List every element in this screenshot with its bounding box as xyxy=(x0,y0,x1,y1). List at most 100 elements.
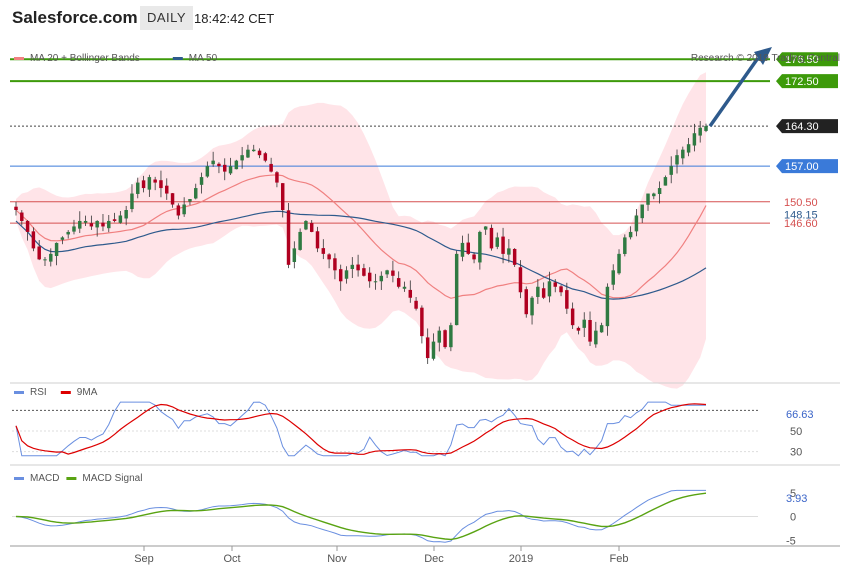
candle xyxy=(553,279,557,293)
candle xyxy=(286,203,291,269)
candle-body xyxy=(240,155,244,161)
candle xyxy=(385,269,389,278)
credit-text: Research © 2019 Trading Central xyxy=(691,53,840,64)
candle xyxy=(507,239,511,263)
candle-body xyxy=(66,231,70,235)
candle xyxy=(246,144,250,159)
time-tick-label: 2019 xyxy=(509,553,533,565)
candle xyxy=(396,271,401,289)
candle xyxy=(657,181,662,204)
candle-body xyxy=(605,286,610,327)
level-label-146.60: 146.60 xyxy=(784,218,818,230)
candle-body xyxy=(176,205,181,216)
candle-body xyxy=(663,177,668,186)
candle-body xyxy=(443,330,447,348)
candle xyxy=(321,239,326,260)
macd-line xyxy=(15,489,706,543)
macd-panel: -5 0 53.93 xyxy=(12,488,807,547)
candle xyxy=(89,215,94,230)
candle-body xyxy=(391,270,395,276)
candle-body xyxy=(652,193,656,197)
candle xyxy=(60,236,65,245)
price-legend-label: MA 50 xyxy=(189,53,218,64)
candle-body xyxy=(692,133,697,146)
candle xyxy=(518,260,523,299)
rsi-legend-swatch xyxy=(14,391,24,394)
candle xyxy=(623,234,627,257)
candle xyxy=(54,242,59,266)
candle xyxy=(176,203,181,220)
candle-body xyxy=(234,160,239,170)
candle xyxy=(565,282,569,314)
candle xyxy=(704,123,708,133)
candle-body xyxy=(657,188,662,194)
candle-body xyxy=(14,206,18,210)
candle-body xyxy=(628,231,633,238)
candle xyxy=(646,193,650,211)
candle-body xyxy=(437,330,442,343)
ma20-line xyxy=(15,174,707,299)
level-label-172.50: 172.50 xyxy=(785,76,819,88)
candle xyxy=(159,170,163,198)
candle-body xyxy=(553,282,557,287)
candle xyxy=(130,184,134,213)
candle-body xyxy=(344,270,349,279)
candle xyxy=(663,175,668,186)
candle xyxy=(478,230,482,270)
candle-body xyxy=(483,226,488,230)
candle xyxy=(309,220,314,233)
macd-signal-line xyxy=(15,492,707,541)
candle xyxy=(362,263,366,277)
bollinger-band xyxy=(16,72,706,389)
candle-body xyxy=(188,199,192,202)
level-tag-172.50 xyxy=(776,74,838,89)
candle xyxy=(165,178,169,200)
candle xyxy=(460,235,465,262)
time-axis: Sep Oct Nov Dec 2019 Feb xyxy=(10,545,840,565)
candle xyxy=(576,326,581,335)
candle-body xyxy=(89,223,94,227)
candle-body xyxy=(350,264,355,269)
candle-body xyxy=(112,219,117,221)
symbol-title: Salesforce.com xyxy=(12,8,138,27)
candle xyxy=(228,157,233,176)
candle-body xyxy=(611,270,615,285)
candle-body xyxy=(124,210,128,219)
candle xyxy=(136,177,140,199)
candle-body xyxy=(72,226,76,232)
candle-body xyxy=(501,236,505,254)
level-label-150.50: 150.50 xyxy=(784,197,818,209)
candle-body xyxy=(194,188,198,199)
candle xyxy=(512,248,517,267)
rsi-ma-line xyxy=(15,403,707,455)
candle xyxy=(599,322,604,333)
candle-body xyxy=(217,163,221,167)
candle xyxy=(425,328,430,364)
candle-body xyxy=(327,254,331,260)
candle-body xyxy=(373,281,378,283)
macd-legend-swatch xyxy=(66,477,77,480)
candle xyxy=(188,198,192,206)
candle-body xyxy=(315,231,320,249)
candle xyxy=(20,210,24,226)
level-label-176.50: 176.50 xyxy=(785,54,819,66)
candle-body xyxy=(396,278,401,287)
candle-body xyxy=(182,204,186,215)
price-legend-label: MA 20 + Bollinger Bands xyxy=(30,53,140,64)
ma50-line xyxy=(15,210,707,300)
candle-body xyxy=(269,163,273,172)
macd-legend-label: MACD Signal xyxy=(82,473,142,484)
candle-body xyxy=(95,220,99,228)
candle-body xyxy=(599,325,604,333)
candle xyxy=(698,121,702,143)
period-badge[interactable]: DAILY xyxy=(140,6,194,30)
candle-body xyxy=(304,220,308,230)
candle xyxy=(205,161,210,178)
candle-body xyxy=(420,307,424,337)
level-label-157.00: 157.00 xyxy=(785,161,819,173)
candle xyxy=(223,158,227,181)
candle-body xyxy=(524,289,528,315)
candle-body xyxy=(547,281,552,297)
candle xyxy=(594,321,598,348)
candle-body xyxy=(165,185,169,194)
